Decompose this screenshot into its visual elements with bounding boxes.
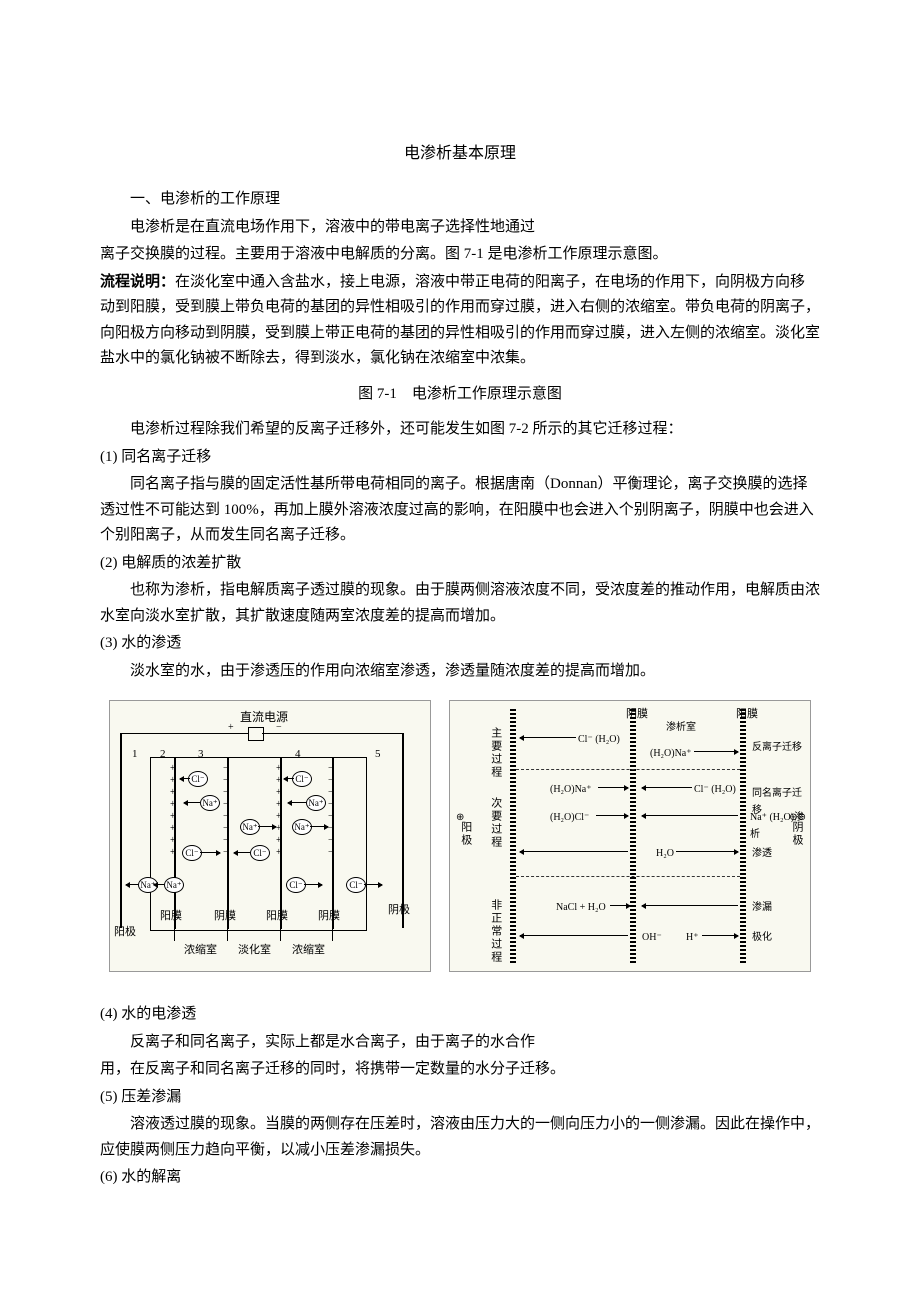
wire xyxy=(262,733,402,735)
arrow-left xyxy=(642,787,692,789)
electrode-right xyxy=(402,733,405,928)
charge-column: ++++++++ xyxy=(276,763,282,859)
membrane xyxy=(510,709,516,963)
item-4-body: 用，在反离子和同名离子迁移的同时，将携带一定数量的水分子迁移。 xyxy=(100,1057,820,1083)
membrane xyxy=(740,709,746,963)
paragraph: 电渗析是在直流电场作用下，溶液中的带电离子选择性地通过 xyxy=(100,215,820,241)
arrow-right xyxy=(610,905,630,907)
liucheng-label: 流程说明： xyxy=(100,274,175,290)
divider xyxy=(280,929,282,941)
mem-label: 阳膜 xyxy=(266,907,288,926)
legend-label: 极化 xyxy=(752,929,772,946)
item-2-title: (2) 电解质的浓差扩散 xyxy=(100,551,820,577)
item-4-title: (4) 水的电渗透 xyxy=(100,1002,820,1028)
figure-7-1-caption: 图 7-1 电渗析工作原理示意图 xyxy=(100,382,820,408)
arrow-right xyxy=(676,851,738,853)
arrow-left xyxy=(642,815,738,817)
legend-label: 渗漏 xyxy=(752,899,772,916)
divider xyxy=(516,769,740,771)
liucheng-body: 在淡化室中通入含盐水，接上电源，溶液中带正电荷的阳离子，在电场的作用下，向阴极方… xyxy=(100,274,820,367)
row-group-label: 非正常过程 xyxy=(486,899,505,964)
arrow-left xyxy=(520,851,628,853)
item-5-title: (5) 压差渗漏 xyxy=(100,1085,820,1111)
mem-label: 阴膜 xyxy=(214,907,236,926)
arrow-right xyxy=(258,826,276,828)
arrow-left xyxy=(520,935,628,937)
divider xyxy=(174,929,176,941)
item-3-body: 淡水室的水，由于渗透压的作用向浓缩室渗透，渗透量随浓度差的提高而增加。 xyxy=(100,659,820,685)
chamber-num: 5 xyxy=(375,745,381,764)
ion-text: OH⁻ xyxy=(642,929,662,946)
ion-text: (H₂O)Na⁺ xyxy=(650,745,692,762)
item-1-body: 同名离子指与膜的固定活性基所带电荷相同的离子。根据唐南（Donnan）平衡理论，… xyxy=(100,472,820,549)
wire xyxy=(120,733,248,735)
row-group-label: 次要过程 xyxy=(486,797,505,849)
arrow-right xyxy=(200,852,220,854)
arrow-left xyxy=(284,778,294,780)
arrow-right xyxy=(598,787,628,789)
item-6-title: (6) 水的解离 xyxy=(100,1165,820,1191)
arrow-right xyxy=(596,815,628,817)
ion-text: Cl⁻ (H₂O) xyxy=(578,731,620,748)
chamber-label: 渗析室 xyxy=(666,719,696,736)
item-1-title: (1) 同名离子迁移 xyxy=(100,445,820,471)
electrode-label: 阴极 xyxy=(388,901,410,920)
chamber-label: 淡化室 xyxy=(238,941,271,960)
figure-7-1: 直流电源 + − 1 2 3 4 5 ++++++++ −−−−−−−− +++… xyxy=(109,700,431,972)
ion-text: Cl⁻ (H₂O) xyxy=(694,781,736,798)
arrow-right xyxy=(310,826,328,828)
section-heading-1: 一、电渗析的工作原理 xyxy=(100,187,820,213)
chamber-num: 1 xyxy=(132,745,138,764)
electrode-left xyxy=(120,733,123,928)
electrode-label: 阳极 xyxy=(114,923,136,942)
document-page: 电渗析基本原理 一、电渗析的工作原理 电渗析是在直流电场作用下，溶液中的带电离子… xyxy=(0,0,920,1302)
legend-label: Na⁺ (H₂O)渗析 xyxy=(750,809,808,843)
arrow-left xyxy=(234,852,250,854)
arrow-left xyxy=(154,884,164,886)
divider xyxy=(227,929,229,941)
legend-label: 反离子迁移 xyxy=(752,739,802,756)
ion-text: (H₂O)Na⁺ xyxy=(550,781,592,798)
arrow-left xyxy=(642,905,738,907)
mem-label: 阳膜 xyxy=(736,705,758,724)
divider xyxy=(516,876,740,878)
charge-column: −−−−−−−− xyxy=(223,763,229,859)
charge-column: ++++++++ xyxy=(170,763,176,859)
membrane xyxy=(630,709,636,963)
arrow-left xyxy=(288,802,306,804)
item-2-body: 也称为渗析，指电解质离子透过膜的现象。由于膜两侧溶液浓度不同，受浓度差的推动作用… xyxy=(100,578,820,629)
arrow-right xyxy=(304,884,322,886)
figures-row: 直流电源 + − 1 2 3 4 5 ++++++++ −−−−−−−− +++… xyxy=(100,700,820,972)
o-symbol: ⊕ xyxy=(456,809,464,826)
mem-label: 阳膜 xyxy=(160,907,182,926)
arrow-left xyxy=(184,802,200,804)
arrow-right xyxy=(364,884,382,886)
legend-label: 渗透 xyxy=(752,845,772,862)
paragraph: 流程说明：在淡化室中通入含盐水，接上电源，溶液中带正电荷的阳离子，在电场的作用下… xyxy=(100,270,820,372)
arrow-left xyxy=(520,737,576,739)
chamber-label: 浓缩室 xyxy=(292,941,325,960)
item-5-body: 溶液透过膜的现象。当膜的两侧存在压差时，溶液由压力大的一侧向压力小的一侧渗漏。因… xyxy=(100,1112,820,1163)
arrow-left xyxy=(180,778,190,780)
arrow-right xyxy=(702,935,738,937)
ion-text: H⁺ xyxy=(686,929,699,946)
ion-text: H₂O xyxy=(656,845,674,862)
item-4-body: 反离子和同名离子，实际上都是水合离子，由于离子的水合作 xyxy=(100,1030,820,1056)
mem-label: 阴膜 xyxy=(318,907,340,926)
ion-text: NaCl + H₂O xyxy=(556,899,606,916)
charge-column: −−−−−−−− xyxy=(328,763,334,859)
row-group-label: 主要过程 xyxy=(486,727,505,779)
item-3-title: (3) 水的渗透 xyxy=(100,631,820,657)
arrow-right xyxy=(694,751,738,753)
figure-7-2: 阴膜 阳膜 渗析室 阳极 阴极 ⊕ ⊖⊖ 主要过程 次要过程 非正常过程 Cl⁻… xyxy=(449,700,811,972)
paragraph: 离子交换膜的过程。主要用于溶液中电解质的分离。图 7-1 是电渗析工作原理示意图… xyxy=(100,242,820,268)
paragraph: 电渗析过程除我们希望的反离子迁移外，还可能发生如图 7-2 所示的其它迁移过程： xyxy=(100,417,820,443)
chamber-label: 浓缩室 xyxy=(184,941,217,960)
mem-label: 阴膜 xyxy=(626,705,648,724)
arrow-left xyxy=(126,884,138,886)
page-title: 电渗析基本原理 xyxy=(100,140,820,167)
divider xyxy=(332,929,334,941)
ion-text: (H₂O)Cl⁻ xyxy=(550,809,589,826)
